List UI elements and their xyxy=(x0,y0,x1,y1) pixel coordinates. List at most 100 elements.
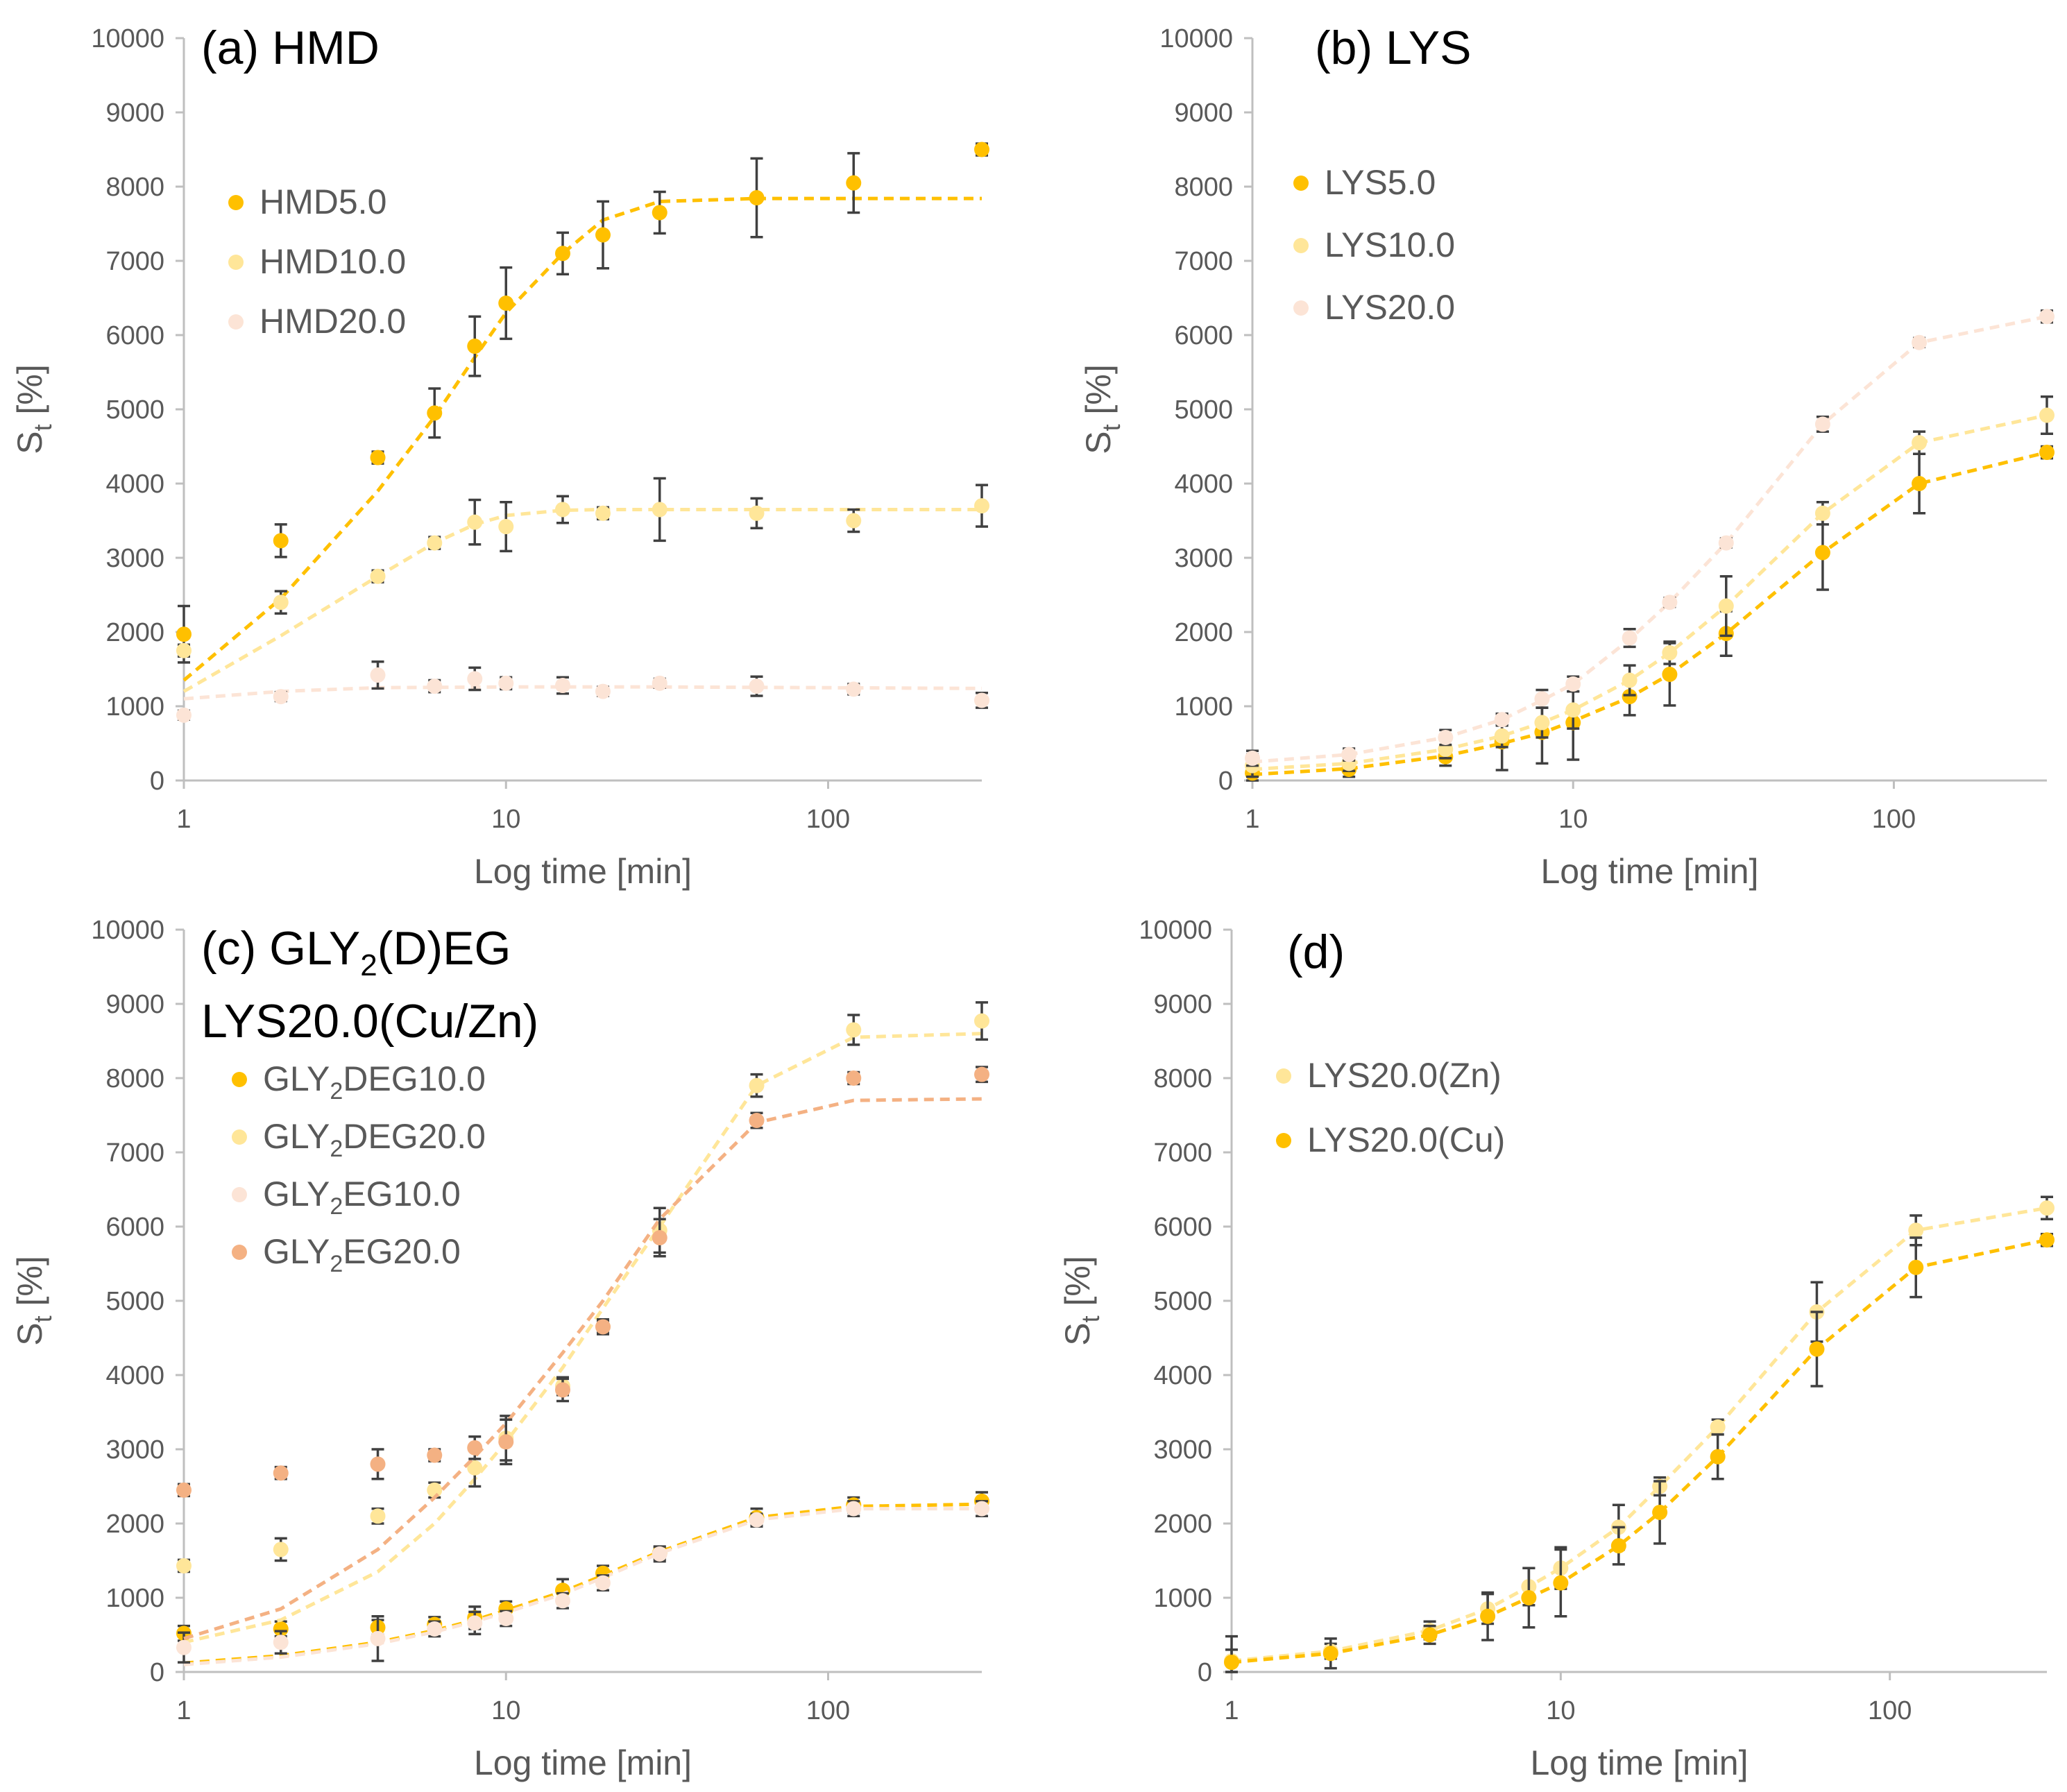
data-point xyxy=(749,1512,765,1528)
series-HMD5.0 xyxy=(176,142,989,682)
axes: 0 1000 2000 3000 4000 5000 6000 7000 8000 9000 100… xyxy=(10,916,982,1782)
data-point xyxy=(370,667,386,683)
data-point xyxy=(370,568,386,584)
data-point xyxy=(273,1542,289,1558)
legend-marker xyxy=(228,314,244,330)
legend-marker xyxy=(232,1129,247,1145)
data-point xyxy=(498,1434,514,1450)
legend-label: HMD20.0 xyxy=(260,302,406,341)
y-tick-label: 5000 xyxy=(1153,1287,1212,1316)
data-point xyxy=(427,405,443,421)
data-point xyxy=(749,190,765,206)
y-tick-label: 3000 xyxy=(105,1435,164,1465)
data-point xyxy=(974,692,989,708)
data-point xyxy=(273,689,289,705)
fit-line xyxy=(182,507,982,693)
data-point xyxy=(1494,712,1510,728)
data-point xyxy=(1224,1655,1239,1671)
x-tick-label: 100 xyxy=(806,1696,850,1725)
y-tick-label: 2000 xyxy=(1174,618,1233,647)
data-point xyxy=(652,1230,667,1246)
data-point xyxy=(1912,435,1928,451)
panel-title: (b) LYS xyxy=(1315,22,1471,74)
data-point xyxy=(370,450,386,466)
fit-line xyxy=(183,1032,983,1644)
data-point xyxy=(176,1482,192,1498)
data-point xyxy=(1565,702,1581,718)
data-point xyxy=(595,227,611,243)
data-point xyxy=(1610,1538,1626,1554)
data-point xyxy=(1480,1608,1496,1624)
data-point xyxy=(846,513,862,529)
series-HMD10.0 xyxy=(176,477,989,693)
data-point xyxy=(1438,729,1454,745)
data-point xyxy=(467,339,483,355)
legend-label: GLY2EG20.0 xyxy=(263,1232,461,1277)
panel-title: (d) xyxy=(1287,925,1345,978)
legend-marker xyxy=(1276,1068,1291,1084)
data-point xyxy=(974,1066,989,1082)
y-axis-title: St [%] xyxy=(10,364,57,454)
y-tick-label: 4000 xyxy=(105,470,164,499)
data-point xyxy=(176,1558,192,1573)
y-tick-label: 0 xyxy=(1198,1658,1212,1687)
data-point xyxy=(467,514,483,530)
legend-marker xyxy=(1293,176,1309,191)
data-point xyxy=(176,626,192,642)
axes: 0 1000 2000 3000 4000 5000 6000 7000 8000 9000 100… xyxy=(10,24,982,891)
data-point xyxy=(1662,595,1678,611)
legend-marker xyxy=(1276,1133,1291,1148)
data-point xyxy=(427,679,443,694)
data-point xyxy=(273,1635,289,1650)
x-tick-label: 10 xyxy=(491,1696,520,1725)
y-tick-label: 8000 xyxy=(1153,1064,1212,1093)
legend-marker xyxy=(228,255,244,270)
y-tick-label: 1000 xyxy=(1153,1584,1212,1613)
legend-marker xyxy=(232,1187,247,1202)
data-point xyxy=(1622,689,1638,705)
data-point xyxy=(427,1482,443,1498)
data-point xyxy=(652,502,667,518)
y-tick-label: 5000 xyxy=(105,1287,164,1316)
y-tick-label: 0 xyxy=(150,767,164,796)
data-point xyxy=(176,642,192,658)
axes: 0 1000 2000 3000 4000 5000 6000 7000 8000 9000 100… xyxy=(1079,24,2047,891)
panel-title: (a) HMD xyxy=(201,22,380,74)
data-point xyxy=(1245,750,1260,766)
data-point xyxy=(1718,598,1734,614)
y-tick-label: 3000 xyxy=(1153,1435,1212,1465)
data-point xyxy=(846,1070,862,1086)
data-point xyxy=(974,142,989,157)
data-point xyxy=(1908,1222,1924,1238)
data-point xyxy=(974,498,989,514)
y-tick-label: 7000 xyxy=(105,247,164,276)
data-point xyxy=(749,505,765,521)
data-point xyxy=(1912,334,1928,350)
data-point xyxy=(498,675,514,691)
data-point xyxy=(370,1456,386,1472)
y-axis-title: St [%] xyxy=(1058,1256,1105,1346)
series-LYS5.0 xyxy=(1245,445,2055,782)
x-tick-label: 1 xyxy=(176,805,191,834)
data-point xyxy=(846,1501,862,1517)
data-point xyxy=(974,1501,989,1517)
legend-label: HMD10.0 xyxy=(260,242,406,281)
data-point xyxy=(554,1593,570,1609)
y-axis-title: St [%] xyxy=(1079,364,1125,454)
y-tick-label: 9000 xyxy=(1153,990,1212,1019)
data-point xyxy=(1322,1646,1338,1662)
data-point xyxy=(1912,476,1928,491)
x-tick-label: 10 xyxy=(1546,1696,1575,1725)
data-point xyxy=(467,1460,483,1476)
data-point xyxy=(1814,545,1830,561)
series-LYS20.0(Zn) xyxy=(1224,1195,2055,1673)
series-LYS20.0(Cu) xyxy=(1224,1232,2055,1673)
data-point xyxy=(273,533,289,549)
fit-line xyxy=(1252,413,2048,771)
panel-d: 0 1000 2000 3000 4000 5000 6000 7000 8000 9000 100… xyxy=(1058,916,2055,1782)
legend: LYS5.0 LYS10.0 LYS20.0 xyxy=(1293,163,1455,327)
data-point xyxy=(749,679,765,694)
axes: 0 1000 2000 3000 4000 5000 6000 7000 8000 9000 100… xyxy=(1058,916,2047,1782)
legend: LYS20.0(Zn) LYS20.0(Cu) xyxy=(1276,1056,1505,1159)
y-tick-label: 1000 xyxy=(105,692,164,722)
